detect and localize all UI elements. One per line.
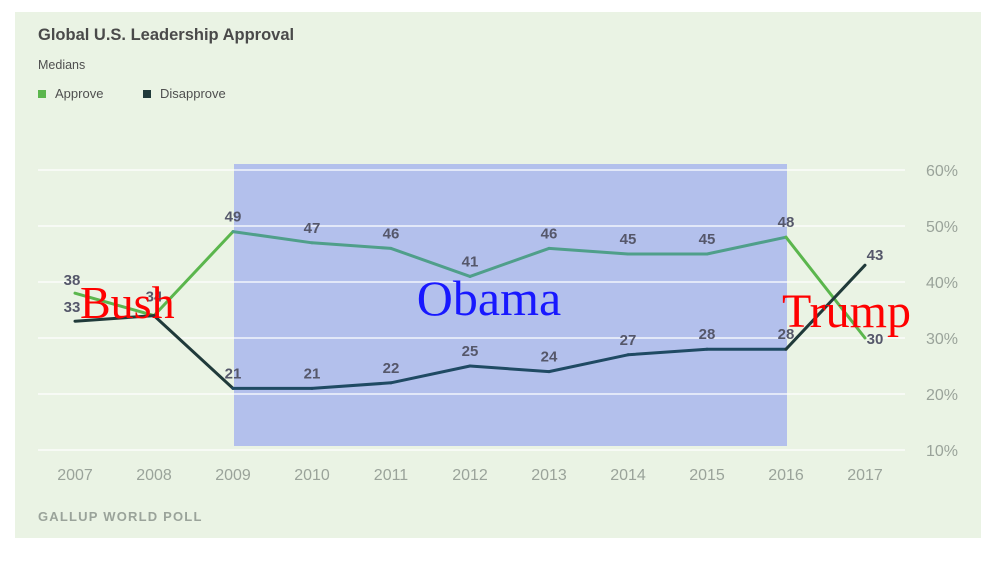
era-label-obama: Obama (417, 270, 561, 326)
disapprove-line-segment (152, 314, 235, 390)
y-tick-label: 40% (926, 275, 958, 292)
x-tick-label: 2009 (215, 467, 251, 484)
y-tick-label: 50% (926, 219, 958, 236)
approve-data-label: 49 (225, 209, 242, 226)
approve-line-segment (152, 230, 235, 318)
x-tick-label: 2012 (452, 467, 488, 484)
approve-data-label: 34 (146, 289, 163, 306)
x-tick-label: 2016 (768, 467, 804, 484)
disapprove-line-segment (468, 364, 551, 374)
x-tick-label: 2008 (136, 467, 172, 484)
disapprove-data-label: 28 (778, 326, 795, 343)
y-tick-label: 10% (926, 443, 958, 460)
x-tick-label: 2017 (847, 467, 883, 484)
legend-label-disapprove: Disapprove (160, 86, 226, 101)
approve-line-segment (389, 246, 472, 278)
disapprove-line-segment (626, 347, 709, 357)
approve-data-label: 30 (867, 331, 884, 348)
x-tick-label: 2011 (374, 467, 409, 484)
disapprove-line-segment (310, 381, 393, 390)
disapprove-line-segment (73, 314, 156, 323)
approve-line-segment (231, 230, 314, 245)
approve-data-label: 47 (304, 220, 321, 237)
approve-line-segment (547, 246, 630, 256)
chart-subtitle: Medians (38, 58, 86, 72)
legend-item-approve: Approve (38, 86, 103, 101)
disapprove-line-segment (784, 263, 867, 351)
approve-data-label: 45 (699, 231, 716, 248)
approve-line-segment (705, 235, 788, 256)
x-tick-label: 2014 (610, 467, 646, 484)
approve-data-label: 48 (778, 214, 795, 231)
disapprove-data-label: 27 (620, 332, 637, 349)
x-tick-label: 2007 (57, 467, 93, 484)
era-label-trump: Trump (782, 285, 911, 338)
legend-swatch-approve (38, 89, 46, 98)
disapprove-line-segment (547, 353, 630, 374)
legend-item-disapprove: Disapprove (143, 86, 226, 101)
chart-title: Global U.S. Leadership Approval (38, 26, 295, 44)
x-tick-label: 2010 (294, 467, 330, 484)
disapprove-data-label: 33 (64, 299, 81, 316)
approve-data-label: 45 (620, 231, 637, 248)
legend-label-approve: Approve (55, 86, 104, 101)
source-credit: GALLUP WORLD POLL (38, 509, 203, 524)
disapprove-data-label: 21 (304, 365, 321, 382)
era-label-bush: Bush (80, 277, 175, 328)
disapprove-data-label: 25 (462, 343, 479, 360)
approve-line-segment (310, 241, 393, 250)
y-tick-label: 20% (926, 387, 958, 404)
approve-line-segment (468, 246, 551, 278)
x-tick-label: 2015 (689, 467, 725, 484)
approve-data-label: 46 (383, 225, 400, 242)
approve-data-label: 41 (462, 253, 479, 270)
disapprove-data-label: 28 (699, 326, 716, 343)
y-tick-label: 30% (926, 331, 958, 348)
approve-data-label: 46 (541, 225, 558, 242)
approve-line-segment (784, 235, 867, 340)
approve-line-segment (73, 291, 156, 318)
x-tick-label: 2013 (531, 467, 567, 484)
disapprove-data-label: 21 (225, 365, 242, 382)
disapprove-data-label: 43 (867, 247, 884, 264)
y-tick-label: 60% (926, 163, 958, 180)
disapprove-line-segment (389, 364, 472, 385)
legend-swatch-disapprove (143, 89, 151, 98)
approve-data-label: 38 (64, 272, 81, 289)
disapprove-data-label: 22 (383, 360, 400, 377)
disapprove-data-label: 24 (541, 349, 558, 366)
shaded-era-region (234, 164, 787, 446)
